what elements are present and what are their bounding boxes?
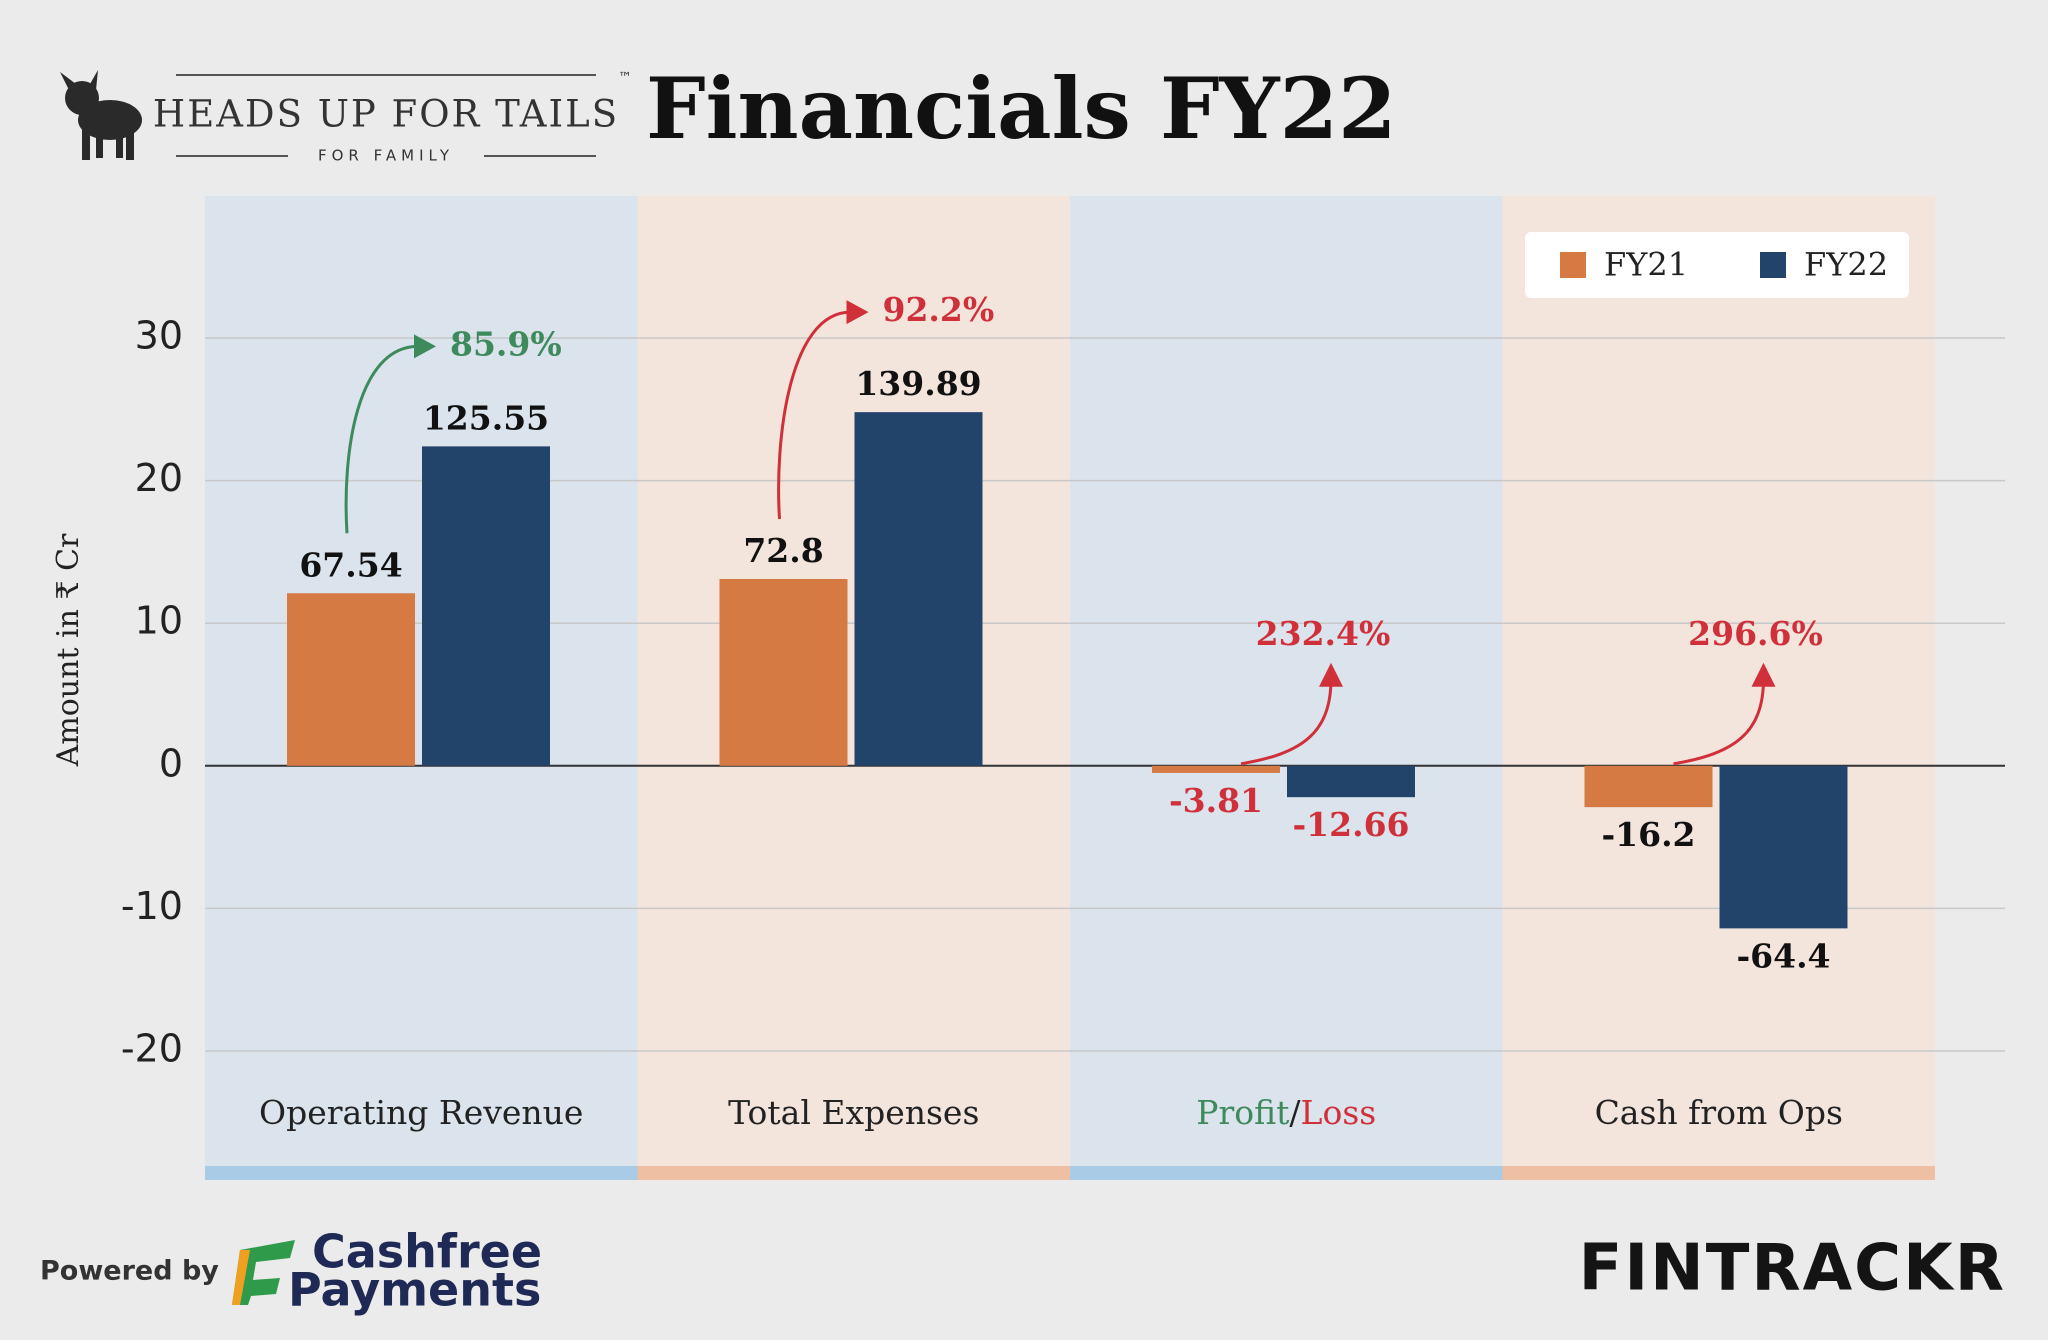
arrow-head	[846, 300, 869, 325]
data-label: 67.54	[299, 545, 402, 584]
bar	[854, 412, 983, 766]
data-label: 72.8	[743, 531, 823, 570]
column-band	[205, 196, 638, 1166]
sponsor-name: Cashfree	[312, 1225, 542, 1279]
column-strip	[637, 1166, 1070, 1180]
x-tick-label: Total Expenses	[728, 1093, 979, 1132]
y-tick-label: -20	[121, 1027, 183, 1071]
legend-swatch	[1560, 252, 1586, 278]
sponsor-name: Payments	[288, 1263, 541, 1317]
bar	[1287, 765, 1415, 798]
column-strip	[1070, 1166, 1503, 1180]
trademark: ™	[618, 70, 632, 86]
y-axis-label: Amount in ₹ Cr	[51, 533, 86, 767]
growth-arrow	[344, 344, 419, 534]
x-tick-label: Operating Revenue	[259, 1093, 583, 1132]
chart-title: Financials FY22	[646, 59, 1397, 158]
brand-logo	[60, 70, 142, 160]
data-label: -3.81	[1169, 781, 1263, 820]
data-label: -64.4	[1736, 936, 1830, 975]
bar	[719, 578, 848, 766]
growth-arrow	[1240, 678, 1333, 766]
bar	[1584, 765, 1713, 808]
growth-arrow	[777, 310, 851, 520]
sponsor-logo	[232, 1240, 295, 1305]
column-strip	[205, 1166, 638, 1180]
column-band	[1070, 196, 1503, 1166]
column-band	[637, 196, 1070, 1166]
arrow-head	[414, 334, 436, 359]
growth-arrow	[1673, 678, 1765, 766]
y-tick-label: 10	[135, 599, 183, 643]
legend-box	[1525, 232, 1909, 298]
legend-swatch	[1760, 252, 1786, 278]
bar	[287, 593, 415, 766]
data-label: -16.2	[1601, 815, 1695, 854]
growth-annotation: 296.6%	[1688, 614, 1823, 653]
growth-annotation: 232.4%	[1256, 614, 1391, 653]
growth-annotation: 92.2%	[883, 290, 995, 329]
data-label: -12.66	[1292, 805, 1409, 844]
bar	[1152, 765, 1280, 773]
y-tick-label: 20	[135, 456, 183, 500]
column-strip	[1502, 1166, 1935, 1180]
arrow-head	[1751, 662, 1776, 687]
publisher-logo: FINTRACKR	[1579, 1232, 2006, 1306]
bar	[422, 446, 550, 766]
y-tick-label: -10	[121, 884, 183, 928]
y-tick-label: 0	[159, 741, 183, 785]
bar	[1719, 765, 1848, 929]
y-tick-label: 30	[135, 314, 183, 358]
data-label: 125.55	[423, 398, 549, 437]
column-shading	[205, 196, 1935, 1180]
brand-name: HEADS UP FOR TAILS	[153, 93, 619, 136]
growth-annotation: 85.9%	[450, 324, 562, 363]
legend-label: FY22	[1804, 246, 1888, 284]
powered-by: Powered by	[40, 1256, 219, 1287]
x-tick-label: Profit/Loss	[1196, 1093, 1376, 1132]
column-band	[1502, 196, 1935, 1166]
legend-label: FY21	[1604, 246, 1688, 284]
data-label: 139.89	[855, 364, 981, 403]
arrow-head	[1319, 662, 1343, 687]
brand-tagline: FOR FAMILY	[318, 147, 454, 165]
x-tick-label: Cash from Ops	[1595, 1093, 1843, 1132]
